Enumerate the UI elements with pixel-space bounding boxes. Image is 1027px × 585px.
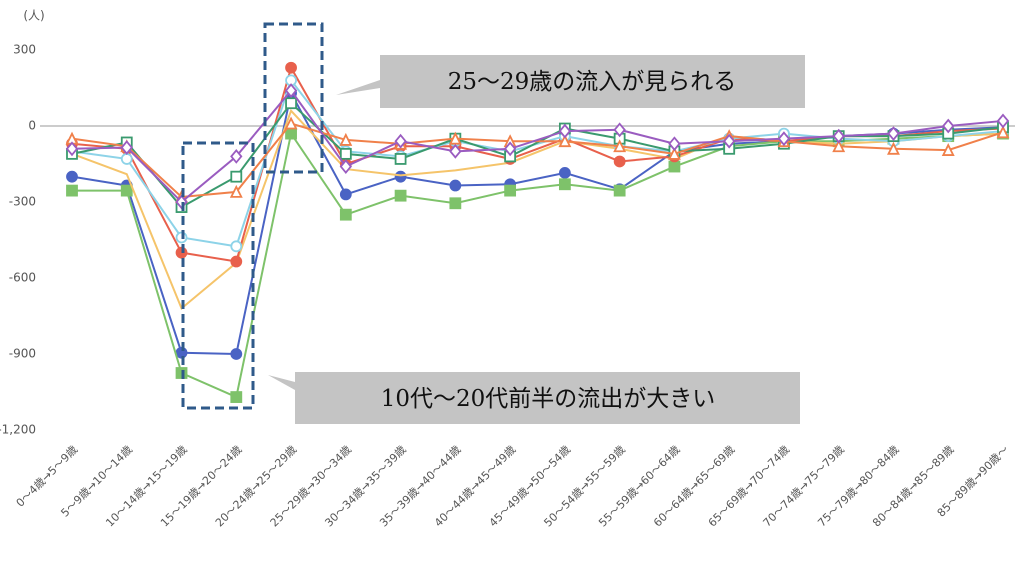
annotation: 10代～20代前半の流出が大きい — [381, 386, 716, 412]
point — [394, 153, 407, 165]
point — [613, 122, 626, 138]
point — [449, 179, 462, 192]
point — [285, 61, 297, 74]
point — [887, 141, 900, 155]
point — [942, 118, 955, 134]
point — [66, 170, 78, 183]
point — [65, 141, 79, 157]
point — [339, 132, 353, 146]
point — [394, 170, 407, 183]
point — [120, 184, 133, 197]
callout-box — [336, 55, 805, 108]
point — [504, 184, 517, 197]
point — [120, 140, 133, 155]
highlight-box — [263, 22, 324, 174]
y-tick-label: 0 — [28, 119, 36, 133]
point — [996, 113, 1010, 129]
y-tick-label: 300 — [13, 43, 36, 57]
series-line — [72, 131, 1004, 399]
point — [777, 131, 791, 147]
point — [230, 255, 243, 268]
point — [832, 139, 846, 153]
point — [613, 184, 626, 197]
point — [613, 139, 627, 153]
point — [558, 123, 572, 139]
point — [668, 136, 681, 152]
point — [284, 116, 298, 130]
point — [503, 141, 517, 157]
point — [613, 155, 626, 168]
unit-label: (人) — [23, 9, 44, 23]
series-line — [71, 122, 1004, 198]
point — [832, 128, 845, 144]
point — [230, 348, 243, 360]
point — [229, 184, 243, 198]
series-line — [71, 90, 1004, 356]
point — [394, 189, 407, 202]
point — [723, 133, 736, 149]
series-line — [71, 108, 1004, 311]
point — [339, 147, 352, 160]
point — [941, 143, 955, 156]
point — [558, 134, 572, 148]
y-tick-label: -300 — [9, 195, 36, 209]
highlight-box — [181, 141, 255, 410]
point — [887, 126, 900, 142]
point — [230, 240, 243, 253]
point — [120, 153, 133, 165]
point — [339, 208, 352, 221]
callout-box — [268, 372, 800, 424]
point — [285, 127, 297, 140]
point — [668, 160, 681, 173]
point — [230, 170, 243, 183]
point — [558, 166, 571, 179]
point — [394, 133, 407, 149]
y-tick-label: -1,200 — [0, 423, 36, 437]
series-line — [71, 78, 1004, 248]
point — [448, 131, 462, 145]
point — [285, 97, 297, 110]
point — [230, 148, 243, 164]
point — [339, 188, 352, 201]
y-tick-label: -900 — [9, 347, 36, 361]
annotation: 25～29歳の流入が見られる — [448, 69, 737, 95]
point — [449, 197, 462, 210]
point — [558, 178, 571, 191]
series-line — [71, 88, 1004, 204]
point — [449, 143, 462, 159]
point — [284, 83, 298, 98]
point — [66, 184, 78, 197]
point — [667, 146, 681, 160]
point — [230, 391, 243, 403]
point — [996, 125, 1010, 139]
y-tick-label: -600 — [9, 271, 36, 285]
point — [339, 159, 352, 174]
series-line — [71, 101, 1004, 209]
